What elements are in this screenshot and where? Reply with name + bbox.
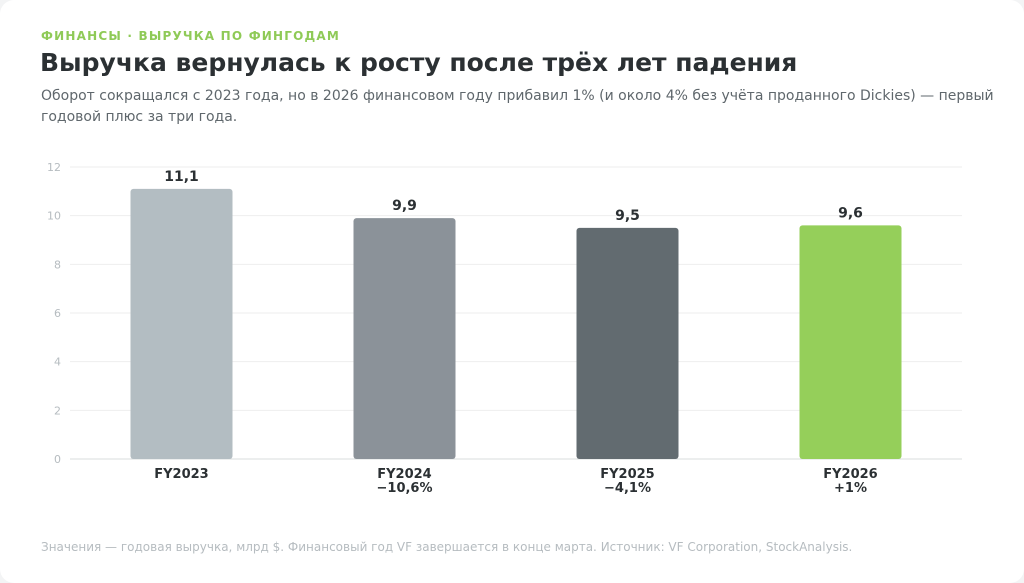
change-label: −10,6% bbox=[377, 481, 433, 496]
x-tick-label: FY2025 bbox=[600, 467, 654, 482]
chart-title: Выручка вернулась к росту после трёх лет… bbox=[40, 48, 798, 77]
x-tick-label: FY2026 bbox=[823, 467, 877, 482]
y-tick-label: 2 bbox=[54, 404, 61, 417]
y-tick-label: 10 bbox=[47, 210, 61, 223]
chart-footnote: Значения — годовая выручка, млрд $. Фина… bbox=[41, 540, 853, 554]
chart-subtitle: Оборот сокращался с 2023 года, но в 2026… bbox=[41, 88, 994, 125]
y-tick-label: 4 bbox=[54, 356, 61, 369]
bar bbox=[353, 218, 456, 459]
section-kicker: ФИНАНСЫ · ВЫРУЧКА ПО ФИНГОДАМ bbox=[41, 29, 341, 43]
bar bbox=[799, 225, 902, 459]
bar-value-label: 11,1 bbox=[164, 169, 199, 185]
bar bbox=[130, 188, 233, 459]
change-label: +1% bbox=[834, 481, 867, 496]
y-tick-label: 12 bbox=[47, 161, 61, 174]
bar bbox=[576, 227, 679, 459]
change-label: −4,1% bbox=[604, 481, 651, 496]
bar-value-label: 9,6 bbox=[838, 205, 863, 221]
bar-value-label: 9,9 bbox=[392, 198, 417, 214]
x-tick-label: FY2024 bbox=[377, 467, 431, 482]
bar-value-label: 9,5 bbox=[615, 208, 640, 224]
x-tick-label: FY2023 bbox=[154, 467, 208, 482]
y-tick-label: 0 bbox=[54, 453, 61, 466]
y-tick-label: 6 bbox=[54, 307, 61, 320]
y-tick-label: 8 bbox=[54, 258, 61, 271]
